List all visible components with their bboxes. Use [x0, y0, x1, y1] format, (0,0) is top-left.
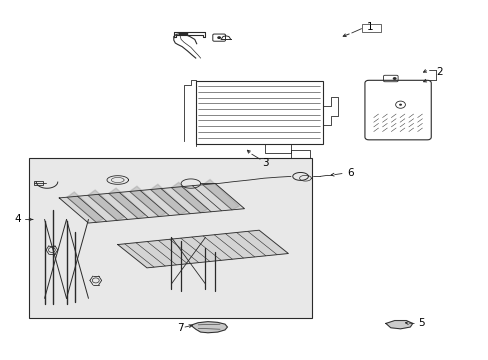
Text: 2: 2 — [435, 67, 442, 77]
Polygon shape — [129, 186, 166, 217]
Polygon shape — [150, 184, 187, 215]
Polygon shape — [190, 321, 227, 333]
Polygon shape — [118, 230, 288, 268]
Polygon shape — [385, 320, 412, 329]
Polygon shape — [88, 190, 124, 220]
Circle shape — [217, 36, 221, 39]
Polygon shape — [59, 184, 244, 223]
Bar — [34, 181, 42, 185]
Text: 4: 4 — [15, 215, 21, 224]
Polygon shape — [108, 188, 145, 219]
Text: 5: 5 — [417, 319, 424, 328]
Circle shape — [398, 104, 401, 106]
Polygon shape — [67, 192, 103, 222]
Text: 6: 6 — [347, 168, 353, 178]
Bar — [195, 81, 322, 144]
Polygon shape — [203, 180, 239, 210]
Bar — [178, 33, 188, 35]
Text: 1: 1 — [366, 22, 373, 32]
Circle shape — [392, 77, 396, 80]
Polygon shape — [171, 183, 207, 213]
Text: 3: 3 — [261, 158, 268, 168]
Bar — [29, 158, 311, 318]
Text: 7: 7 — [177, 323, 183, 333]
